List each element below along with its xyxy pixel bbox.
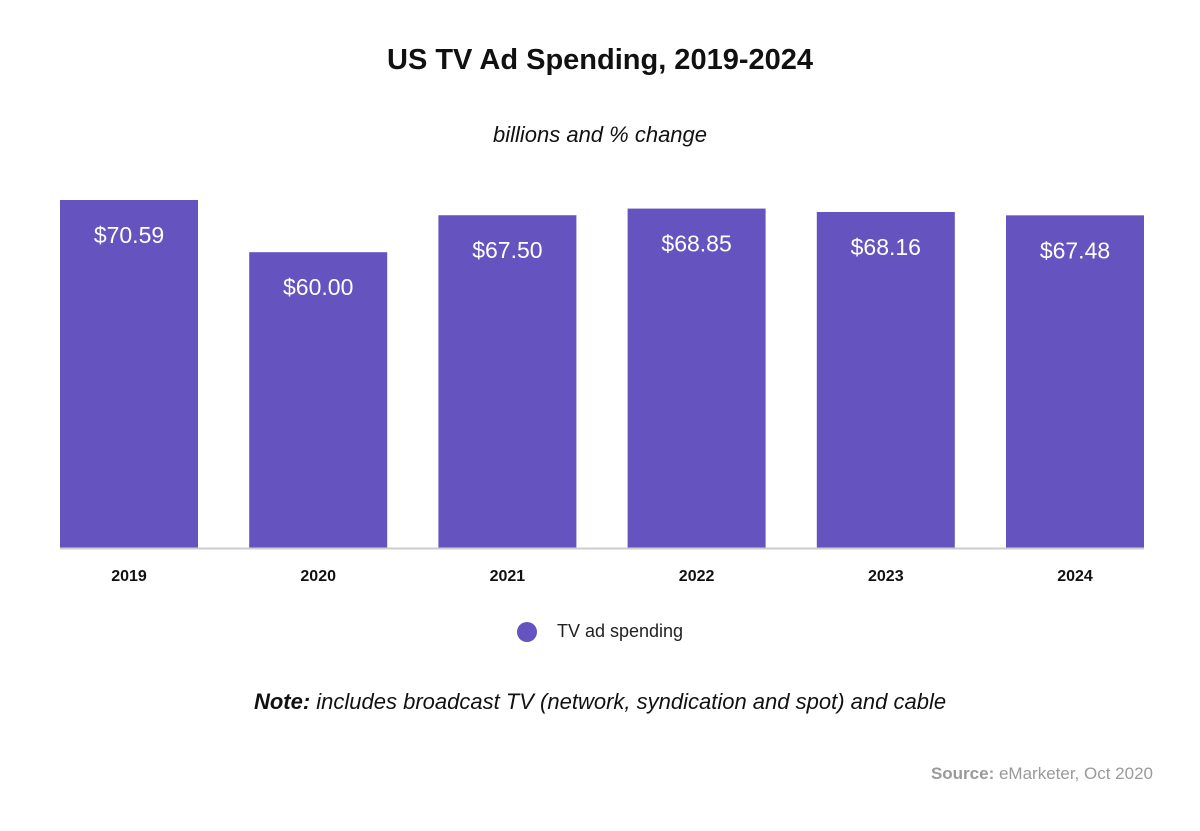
bar-value-label-2024: $67.48: [1040, 237, 1110, 263]
bar-value-label-2022: $68.85: [661, 231, 731, 257]
bar-2023: [816, 211, 955, 548]
note-text: includes broadcast TV (network, syndicat…: [310, 689, 947, 714]
bar-value-label-2021: $67.50: [472, 237, 542, 263]
bar-2022: [627, 208, 766, 548]
chart-legend: TV ad spending: [0, 621, 1200, 642]
bar-value-label-2019: $70.59: [94, 222, 164, 248]
legend-label: TV ad spending: [556, 621, 684, 641]
x-tick-label-2020: 2020: [300, 568, 336, 585]
bar-value-label-2023: $68.16: [851, 234, 921, 260]
source-text: eMarketer, Oct 2020: [994, 764, 1153, 783]
bar-chart: $70.59 2019 $60.00 2020 $67.50 2021 $68.85 2022…: [60, 200, 1144, 585]
bar-2019: [60, 200, 198, 548]
x-tick-label-2022: 2022: [679, 568, 715, 585]
chart-note: Note: includes broadcast TV (network, sy…: [0, 689, 1200, 715]
bar-2024: [1006, 215, 1144, 548]
bar-value-label-2020: $60.00: [283, 274, 353, 300]
x-tick-label-2023: 2023: [868, 568, 904, 585]
source-label: Source:: [930, 764, 995, 783]
bar-2021: [438, 215, 577, 548]
x-tick-label-2021: 2021: [490, 568, 526, 585]
x-tick-label-2019: 2019: [111, 568, 147, 585]
chart-title: US TV Ad Spending, 2019-2024: [387, 44, 813, 76]
chart-source: Source: eMarketer, Oct 2020: [931, 764, 1153, 784]
legend-swatch: [516, 621, 537, 642]
bar-2020: [249, 252, 388, 548]
x-tick-label-2024: 2024: [1057, 568, 1093, 585]
chart-subtitle: billions and % change: [492, 122, 708, 147]
note-label: Note:: [253, 689, 311, 714]
